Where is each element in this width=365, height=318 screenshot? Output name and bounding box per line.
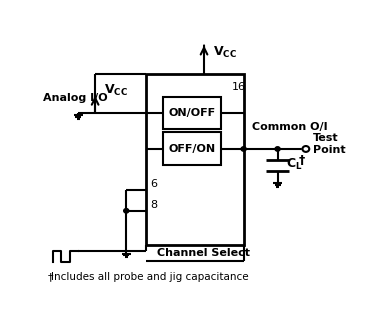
Bar [163,97,221,129]
Circle shape [275,147,280,151]
Text: Test
Point: Test Point [313,133,346,155]
Bar [163,132,221,165]
Circle shape [124,209,129,213]
Text: Channel Select: Channel Select [157,247,250,258]
Text: Analog I/O: Analog I/O [43,93,108,103]
Bar [146,74,244,245]
Circle shape [303,146,309,152]
Text: 8: 8 [150,200,157,210]
Circle shape [241,147,246,151]
Text: 16: 16 [232,82,246,92]
Text: †: † [48,272,53,282]
Text: 6: 6 [150,179,157,189]
Text: Includes all probe and jig capacitance: Includes all probe and jig capacitance [51,272,249,282]
Text: Common O/I: Common O/I [252,122,328,132]
Text: OFF/ON: OFF/ON [169,144,216,154]
Text: $\mathbf{C_L}$: $\mathbf{C_L}$ [286,157,303,172]
Text: $\mathbf{V_{CC}}$: $\mathbf{V_{CC}}$ [212,45,237,60]
Text: $\mathbf{V_{CC}}$: $\mathbf{V_{CC}}$ [104,83,128,98]
Text: ON/OFF: ON/OFF [169,108,216,118]
Text: †: † [299,154,305,167]
